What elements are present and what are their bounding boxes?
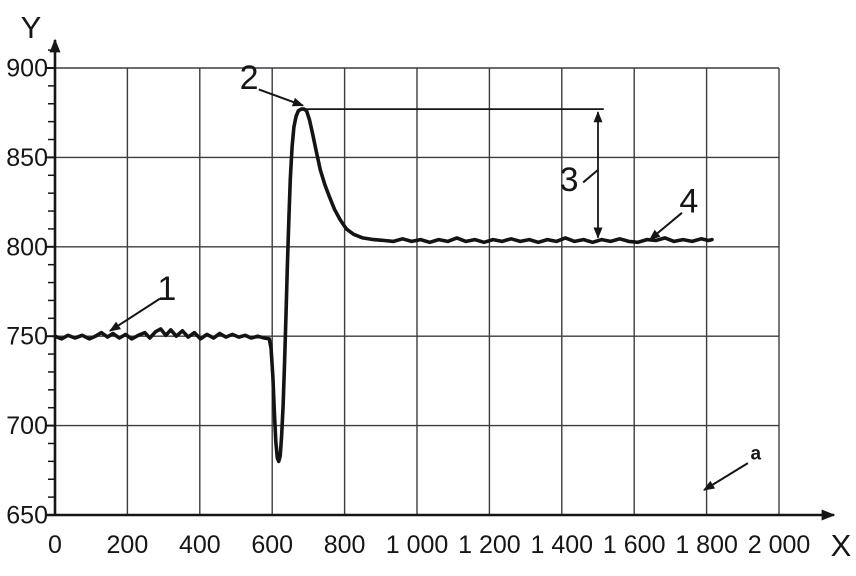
annotation-a-line (703, 462, 749, 491)
x-tick-label: 1 000 (386, 531, 449, 559)
annotation-a-label: a (751, 443, 762, 464)
curve-recorded-signal (53, 107, 714, 464)
y-tick-label: 900 (6, 55, 48, 83)
annotation-2-label: 2 (240, 59, 259, 97)
x-tick-label: 600 (251, 531, 293, 559)
y-tick-label: 650 (6, 502, 48, 530)
y-tick-label: 700 (6, 412, 48, 440)
x-tick-label: 200 (107, 531, 149, 559)
x-tick-label: 0 (48, 531, 62, 559)
x-tick-label: 800 (324, 531, 366, 559)
x-tick-label: 1 400 (531, 531, 594, 559)
annotation-3: 3 (560, 161, 599, 199)
x-tick-label: 1 600 (603, 531, 666, 559)
x-tick-labels: 0 200 400 600 800 1 000 1 200 1 400 1 600 1 800 2 … (48, 531, 810, 559)
x-tick-label: 1 800 (675, 531, 738, 559)
y-tick-label: 850 (6, 144, 48, 172)
annotation-4: 4 (648, 182, 698, 241)
annotation-3-label: 3 (560, 161, 579, 199)
annotation-2: 2 (240, 59, 305, 107)
x-tick-label: 2 000 (748, 531, 811, 559)
y-minor-ticks (46, 49, 55, 498)
annotation-4-label: 4 (679, 182, 698, 220)
y-tick-labels: 650 700 750 800 850 900 (6, 55, 48, 530)
y-axis-title: Y (21, 10, 42, 45)
annotation-1-line (109, 297, 161, 332)
axes (47, 38, 836, 521)
annotation-4-line (648, 212, 683, 241)
annotation-a: a (703, 443, 762, 491)
x-tick-label: 400 (179, 531, 221, 559)
annotation-1-label: 1 (157, 270, 176, 308)
x-tick-label: 1 200 (458, 531, 521, 559)
y-tick-label: 750 (6, 323, 48, 351)
annotation-1: 1 (109, 270, 176, 332)
annotation-2-line (258, 88, 305, 107)
x-axis-title: X (831, 528, 852, 563)
y-tick-label: 800 (6, 233, 48, 261)
annotation-3-line (582, 169, 599, 184)
